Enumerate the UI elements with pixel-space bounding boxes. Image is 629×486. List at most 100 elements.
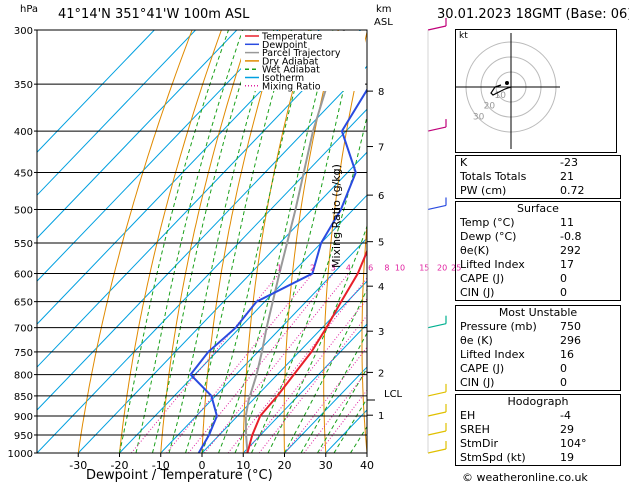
mixing-ratio-line [204, 273, 349, 453]
hodo-table-row: EH -4 [456, 409, 620, 423]
pw-label: PW (cm) [460, 184, 507, 197]
x-tick-label: 40 [360, 459, 374, 472]
row-value: 104° [560, 437, 587, 450]
row-label: StmDir [460, 437, 499, 450]
row-label: CIN (J) [460, 286, 495, 299]
most-unstable-title: Most Unstable [498, 306, 578, 319]
tt-value: 21 [560, 170, 574, 183]
km-tick-label: 6 [378, 191, 384, 202]
row-label: Dewp (°C) [460, 230, 517, 243]
row-value: 11 [560, 216, 574, 229]
mixing-ratio-line [303, 370, 367, 453]
isotherm-line [37, 30, 238, 239]
row-value: 0 [560, 376, 567, 389]
wind-barb [427, 204, 447, 211]
row-value: 29 [560, 423, 574, 436]
row-label: SREH [460, 423, 490, 436]
legend-label: Dry Adiabat [262, 56, 319, 67]
datetime-title: 30.01.2023 18GMT (Base: 06) [437, 7, 629, 22]
legend-label: Dewpoint [262, 40, 307, 51]
km-tick-label: 1 [378, 411, 384, 422]
row-label: Lifted Index [460, 258, 525, 271]
mixing-ratio-label: 3 [331, 264, 336, 273]
row-label: CAPE (J) [460, 362, 505, 375]
isotherm-line [242, 323, 367, 453]
pressure-tick-label: 600 [14, 270, 33, 281]
hodo-table-row: StmSpd (kt) 19 [456, 451, 620, 465]
x-tick-label: -10 [152, 459, 170, 472]
hodograph-frame [455, 29, 617, 153]
mixing-ratio-line [318, 389, 367, 453]
mixing-ratio-label: 10 [395, 264, 405, 273]
pressure-tick-label: 750 [14, 348, 33, 359]
legend-label: Parcel Trajectory [262, 48, 341, 59]
row-value: 296 [560, 334, 581, 347]
pressure-tick-label: 550 [14, 239, 33, 250]
wet-adiabat-line [218, 30, 334, 453]
legend-label: Wet Adiabat [262, 65, 320, 76]
most-unstable-row: CIN (J) 0 [456, 376, 620, 390]
x-tick-label: -20 [111, 459, 129, 472]
x-axis-label: Dewpoint / Temperature (°C) [86, 468, 273, 483]
surface-title: Surface [517, 202, 559, 215]
isotherm-line [77, 151, 367, 453]
row-value: 0 [560, 362, 567, 375]
hodograph-unit-label: kt [459, 31, 468, 41]
mixing-ratio-line [258, 314, 367, 453]
wet-adiabat-line [300, 332, 367, 453]
km-tick-label: 4 [378, 282, 384, 293]
mixing-ratio-label: 20 [437, 264, 447, 273]
row-label: CAPE (J) [460, 272, 505, 285]
row-value: 292 [560, 244, 581, 257]
row-label: θe(K) [460, 244, 490, 257]
row-value: 0 [560, 272, 567, 285]
mixing-ratio-label: 8 [384, 264, 389, 273]
pw-value: 0.72 [560, 184, 585, 197]
isotherm-line [37, 30, 196, 196]
most-unstable-table: Most Unstable Pressure (mb) 750 θe (K) 296 L… [455, 305, 621, 391]
mixing-ratio-label: 1 [277, 264, 282, 273]
legend-bg [241, 31, 365, 91]
k-label: K [460, 156, 468, 169]
pressure-tick-label: 950 [14, 431, 33, 442]
hodograph-ring-label: 20 [484, 102, 496, 112]
dewpoint-line [189, 88, 367, 453]
pressure-tick-label: 700 [14, 324, 33, 335]
surface-row: CAPE (J) 0 [456, 272, 620, 286]
row-value: 16 [560, 348, 574, 361]
row-value: 0 [560, 286, 567, 299]
temperature-line [246, 248, 367, 453]
k-row: K -23 [456, 156, 620, 170]
tt-row: Totals Totals 21 [456, 170, 620, 184]
wind-barb [427, 391, 447, 397]
row-value: -0.8 [560, 230, 582, 243]
x-tick-label: 20 [278, 459, 292, 472]
pressure-tick-label: 850 [14, 392, 33, 403]
wind-barb [427, 411, 447, 417]
row-label: Temp (°C) [460, 216, 515, 229]
row-value: 17 [560, 258, 574, 271]
wet-adiabat-line [119, 30, 229, 453]
x-tick-label: 30 [319, 459, 333, 472]
surface-table: Surface Temp (°C) 11 Dewp (°C) -0.8 θe(K) 292… [455, 201, 621, 301]
legend-label: Mixing Ratio [262, 81, 321, 92]
mixing-ratio-line [284, 346, 367, 453]
hodograph-ring-label: 30 [473, 112, 485, 122]
row-label: EH [460, 409, 476, 422]
wind-barb [427, 448, 447, 454]
hodograph-table: Hodograph EH -4 SREH 29 StmDir 104° StmSpd (kt… [455, 394, 621, 466]
row-value: -4 [560, 409, 571, 422]
isotherm-line [37, 30, 155, 153]
mixing-ratio-line [166, 273, 313, 453]
wind-barb [427, 430, 447, 436]
km-tick-label: 5 [378, 238, 384, 249]
row-label: Pressure (mb) [460, 320, 537, 333]
mixing-ratio-label: 6 [368, 264, 373, 273]
pressure-tick-label: 300 [14, 26, 33, 37]
most-unstable-row: Pressure (mb) 750 [456, 320, 620, 334]
x-tick-label: 0 [199, 459, 206, 472]
isotherm-line [37, 30, 320, 325]
row-label: Lifted Index [460, 348, 525, 361]
pressure-tick-label: 400 [14, 127, 33, 138]
